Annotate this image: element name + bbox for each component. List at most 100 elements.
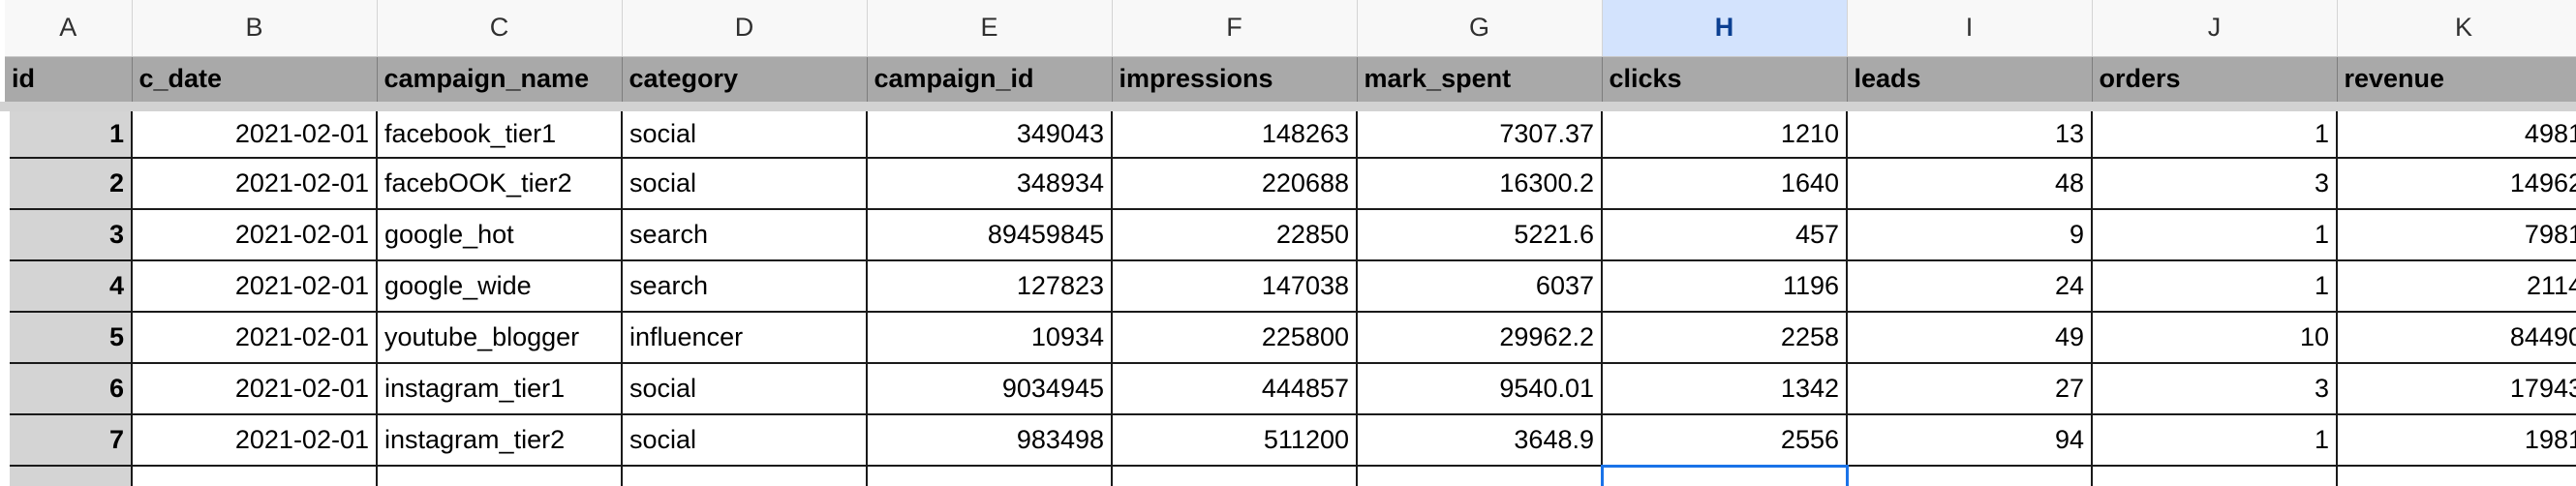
cell-campaign-id[interactable]: 349043 bbox=[867, 106, 1113, 159]
header-cell-revenue[interactable]: revenue bbox=[2337, 56, 2576, 111]
cell-campaign-name[interactable]: instagram_tier2 bbox=[377, 414, 623, 467]
cell-leads[interactable]: 48 bbox=[1847, 158, 2093, 210]
cell-clicks[interactable]: 1342 bbox=[1602, 363, 1848, 415]
cell-revenue[interactable]: 14962 bbox=[2337, 158, 2576, 210]
column-header-k[interactable]: K bbox=[2337, 0, 2576, 57]
cell-mark-spent[interactable] bbox=[1357, 466, 1603, 486]
cell-id[interactable]: 5 bbox=[0, 312, 133, 364]
cell-orders[interactable]: 1 bbox=[2092, 209, 2338, 261]
header-cell-c-date[interactable]: c_date bbox=[132, 56, 378, 111]
cell-category[interactable] bbox=[622, 466, 868, 486]
cell-campaign-id[interactable]: 10934 bbox=[867, 312, 1113, 364]
cell-c-date[interactable]: 2021-02-01 bbox=[132, 260, 378, 313]
cell-impressions[interactable] bbox=[1112, 466, 1358, 486]
cell-category[interactable]: influencer bbox=[622, 312, 868, 364]
cell-orders[interactable]: 10 bbox=[2092, 312, 2338, 364]
cell-category[interactable]: social bbox=[622, 363, 868, 415]
column-header-b[interactable]: B bbox=[132, 0, 378, 57]
cell-campaign-id[interactable]: 983498 bbox=[867, 414, 1113, 467]
header-cell-mark-spent[interactable]: mark_spent bbox=[1357, 56, 1603, 111]
cell-orders[interactable]: 1 bbox=[2092, 414, 2338, 467]
cell-impressions[interactable]: 147038 bbox=[1112, 260, 1358, 313]
cell-mark-spent[interactable]: 6037 bbox=[1357, 260, 1603, 313]
cell-mark-spent[interactable]: 3648.9 bbox=[1357, 414, 1603, 467]
cell-leads[interactable]: 9 bbox=[1847, 209, 2093, 261]
cell-id[interactable]: 7 bbox=[0, 414, 133, 467]
cell-revenue[interactable] bbox=[2337, 466, 2576, 486]
cell-revenue[interactable]: 17943 bbox=[2337, 363, 2576, 415]
cell-mark-spent[interactable]: 29962.2 bbox=[1357, 312, 1603, 364]
cell-category[interactable]: social bbox=[622, 414, 868, 467]
cell-category[interactable]: search bbox=[622, 209, 868, 261]
header-cell-campaign-id[interactable]: campaign_id bbox=[867, 56, 1113, 111]
cell-campaign-name[interactable]: facebook_tier1 bbox=[377, 106, 623, 159]
cell-revenue[interactable]: 84490 bbox=[2337, 312, 2576, 364]
cell-clicks[interactable]: 1640 bbox=[1602, 158, 1848, 210]
cell-revenue[interactable]: 2114 bbox=[2337, 260, 2576, 313]
cell-clicks[interactable]: 1210 bbox=[1602, 106, 1848, 159]
header-cell-campaign-name[interactable]: campaign_name bbox=[377, 56, 623, 111]
cell-impressions[interactable]: 148263 bbox=[1112, 106, 1358, 159]
cell-category[interactable]: social bbox=[622, 106, 868, 159]
cell-campaign-id[interactable] bbox=[867, 466, 1113, 486]
cell-campaign-name[interactable]: google_hot bbox=[377, 209, 623, 261]
cell-impressions[interactable]: 22850 bbox=[1112, 209, 1358, 261]
cell-leads[interactable]: 24 bbox=[1847, 260, 2093, 313]
cell-leads[interactable]: 27 bbox=[1847, 363, 2093, 415]
cell-clicks[interactable]: 2556 bbox=[1602, 414, 1848, 467]
cell-orders[interactable]: 1 bbox=[2092, 106, 2338, 159]
column-header-f[interactable]: F bbox=[1112, 0, 1358, 57]
cell-impressions[interactable]: 220688 bbox=[1112, 158, 1358, 210]
cell-category[interactable]: search bbox=[622, 260, 868, 313]
cell-campaign-id[interactable]: 89459845 bbox=[867, 209, 1113, 261]
cell-c-date[interactable]: 2021-02-01 bbox=[132, 106, 378, 159]
cell-c-date[interactable] bbox=[132, 466, 378, 486]
cell-mark-spent[interactable]: 7307.37 bbox=[1357, 106, 1603, 159]
cell-mark-spent[interactable]: 9540.01 bbox=[1357, 363, 1603, 415]
cell-revenue[interactable]: 7981 bbox=[2337, 209, 2576, 261]
cell-c-date[interactable]: 2021-02-01 bbox=[132, 363, 378, 415]
cell-category[interactable]: social bbox=[622, 158, 868, 210]
cell-leads[interactable]: 49 bbox=[1847, 312, 2093, 364]
cell-campaign-id[interactable]: 9034945 bbox=[867, 363, 1113, 415]
cell-campaign-name[interactable]: facebOOK_tier2 bbox=[377, 158, 623, 210]
cell-leads[interactable]: 13 bbox=[1847, 106, 2093, 159]
cell-c-date[interactable]: 2021-02-01 bbox=[132, 312, 378, 364]
cell-orders[interactable]: 1 bbox=[2092, 260, 2338, 313]
column-header-a[interactable]: A bbox=[5, 0, 133, 57]
cell-campaign-id[interactable]: 348934 bbox=[867, 158, 1113, 210]
column-header-j[interactable]: J bbox=[2092, 0, 2338, 57]
column-header-g[interactable]: G bbox=[1357, 0, 1603, 57]
cell-c-date[interactable]: 2021-02-01 bbox=[132, 209, 378, 261]
cell-leads[interactable]: 94 bbox=[1847, 414, 2093, 467]
cell-orders[interactable]: 3 bbox=[2092, 363, 2338, 415]
column-header-i[interactable]: I bbox=[1847, 0, 2093, 57]
cell-c-date[interactable]: 2021-02-01 bbox=[132, 414, 378, 467]
column-header-d[interactable]: D bbox=[622, 0, 868, 57]
column-header-h[interactable]: H bbox=[1602, 0, 1848, 57]
cell-campaign-name[interactable]: instagram_tier1 bbox=[377, 363, 623, 415]
cell-clicks[interactable]: 1196 bbox=[1602, 260, 1848, 313]
cell-id[interactable]: 2 bbox=[0, 158, 133, 210]
cell-id[interactable]: 1 bbox=[0, 106, 133, 159]
cell-impressions[interactable]: 511200 bbox=[1112, 414, 1358, 467]
header-cell-orders[interactable]: orders bbox=[2092, 56, 2338, 111]
cell-id[interactable]: 3 bbox=[0, 209, 133, 261]
cell-mark-spent[interactable]: 5221.6 bbox=[1357, 209, 1603, 261]
cell-clicks[interactable]: 2258 bbox=[1602, 312, 1848, 364]
header-cell-leads[interactable]: leads bbox=[1847, 56, 2093, 111]
cell-revenue[interactable]: 4981 bbox=[2337, 106, 2576, 159]
cell-mark-spent[interactable]: 16300.2 bbox=[1357, 158, 1603, 210]
header-cell-impressions[interactable]: impressions bbox=[1112, 56, 1358, 111]
cell-orders[interactable] bbox=[2092, 466, 2338, 486]
selected-cell[interactable] bbox=[1600, 464, 1849, 486]
cell-campaign-name[interactable] bbox=[377, 466, 623, 486]
cell-impressions[interactable]: 225800 bbox=[1112, 312, 1358, 364]
cell-id[interactable] bbox=[0, 466, 133, 486]
header-cell-category[interactable]: category bbox=[622, 56, 868, 111]
cell-revenue[interactable]: 1981 bbox=[2337, 414, 2576, 467]
header-cell-clicks[interactable]: clicks bbox=[1602, 56, 1848, 111]
cell-campaign-name[interactable]: youtube_blogger bbox=[377, 312, 623, 364]
cell-orders[interactable]: 3 bbox=[2092, 158, 2338, 210]
cell-campaign-id[interactable]: 127823 bbox=[867, 260, 1113, 313]
